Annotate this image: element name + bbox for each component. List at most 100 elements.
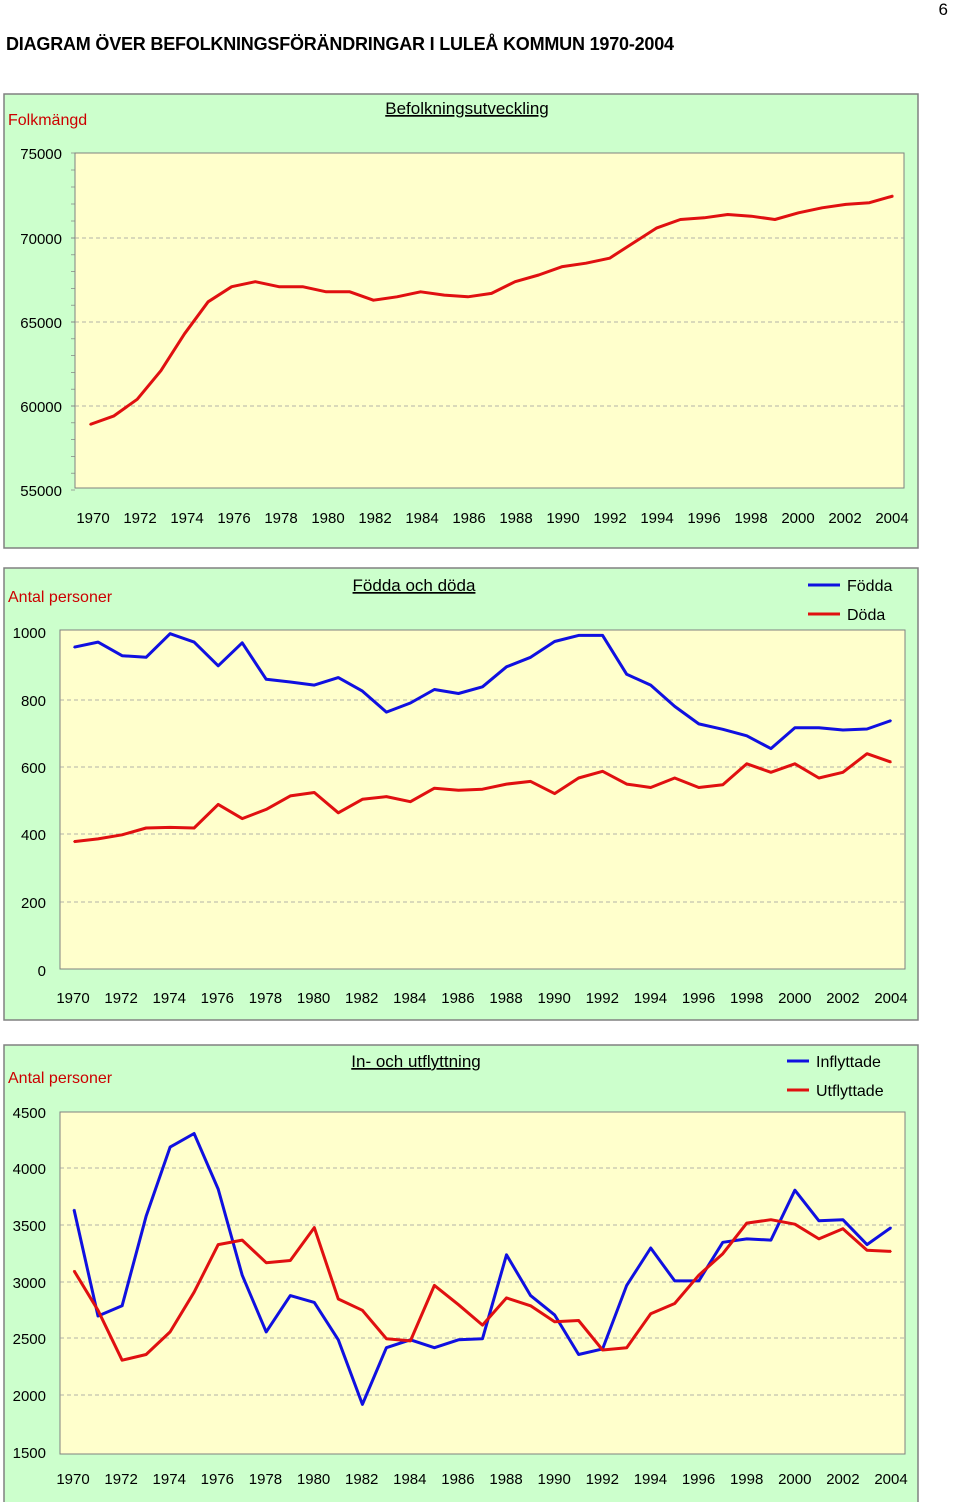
data-point [514,280,516,283]
data-point [649,684,652,686]
data-point [722,728,724,731]
chart-title: Födda och döda [353,576,476,595]
x-tick-label: 1994 [640,510,673,527]
data-point [890,719,892,722]
x-tick-label: 1978 [249,990,282,1007]
data-point [770,1218,772,1221]
data-point [409,702,412,704]
data-point [254,280,257,283]
data-point [794,726,796,729]
data-point [313,1301,316,1304]
x-tick-label: 1982 [345,990,378,1007]
x-tick-label: 1998 [730,1471,763,1488]
x-tick-label: 1974 [170,510,203,527]
x-tick-label: 1976 [201,990,234,1007]
data-point [601,1349,604,1351]
data-point [217,1243,219,1246]
plot-area [59,629,906,970]
x-tick-label: 1974 [153,1471,186,1488]
data-point [866,1249,868,1252]
data-point [553,792,556,795]
data-point [443,294,446,296]
data-point [481,1337,484,1340]
data-point [301,285,304,288]
data-point [169,632,171,635]
y-tick-label: 75000 [20,146,62,163]
x-tick-label: 1990 [546,510,579,527]
data-point [601,634,604,637]
x-tick-label: 2000 [778,990,811,1007]
chart-title: Befolkningsutveckling [385,99,548,118]
x-tick-label: 1970 [56,1471,89,1488]
y-tick-label: 1000 [13,625,46,642]
data-point [673,1302,676,1305]
data-point [457,692,460,695]
data-point [217,803,219,806]
page-title: DIAGRAM ÖVER BEFOLKNINGSFÖRÄNDRINGAR I L… [6,34,674,54]
x-tick-label: 1990 [537,1471,570,1488]
y-tick-label: 65000 [20,315,62,332]
data-point [361,1309,364,1312]
data-point [890,1226,892,1229]
data-point [265,1261,268,1264]
data-point [241,1239,243,1241]
data-point [217,1188,219,1190]
data-point [361,1403,364,1406]
x-tick-label: 1996 [682,990,715,1007]
data-point [746,1222,748,1224]
y-tick-label: 4500 [13,1105,46,1122]
data-point [553,1320,556,1323]
chart-title: In- och utflyttning [351,1052,480,1071]
data-point [241,817,243,820]
data-point [818,1238,820,1240]
data-point [433,688,436,691]
data-point [265,808,268,811]
data-point [145,656,147,659]
data-point [649,786,652,789]
x-tick-label: 2000 [778,1471,811,1488]
data-point [818,726,820,729]
data-point [746,735,748,737]
data-point [698,1274,700,1276]
data-point [278,285,280,288]
data-point [608,257,611,259]
y-axis-label: Folkmängd [8,112,87,129]
data-point [241,642,243,644]
data-point [601,770,604,773]
data-point [396,296,398,298]
x-tick-label: 1974 [153,990,186,1007]
x-tick-label: 1980 [297,1471,330,1488]
data-point [529,1294,532,1297]
data-point [625,1346,628,1349]
data-point [265,1331,268,1333]
data-point [433,1284,436,1287]
data-point [313,1226,316,1229]
y-tick-label: 600 [21,760,46,777]
data-point [490,292,493,295]
data-point [361,798,364,801]
data-point [385,1346,388,1349]
data-point [649,1247,652,1249]
data-point [577,1319,580,1322]
x-tick-label: 1986 [441,1471,474,1488]
data-point [698,723,700,725]
data-point [385,1337,388,1340]
data-point [372,299,375,301]
y-axis-label: Antal personer [8,1070,113,1087]
x-tick-label: 1998 [734,510,767,527]
data-point [207,301,209,303]
data-point [325,291,328,293]
data-point [409,800,412,803]
data-point [145,1215,147,1218]
data-point [193,641,195,643]
legend-label: Inflyttade [816,1054,881,1071]
data-point [866,752,868,755]
data-point [169,1146,171,1148]
data-point [112,415,115,417]
data-point [337,1298,340,1300]
data-point [842,771,844,774]
data-point [770,771,772,774]
data-point [457,1339,460,1341]
data-point [73,646,75,648]
data-point [337,1339,340,1341]
